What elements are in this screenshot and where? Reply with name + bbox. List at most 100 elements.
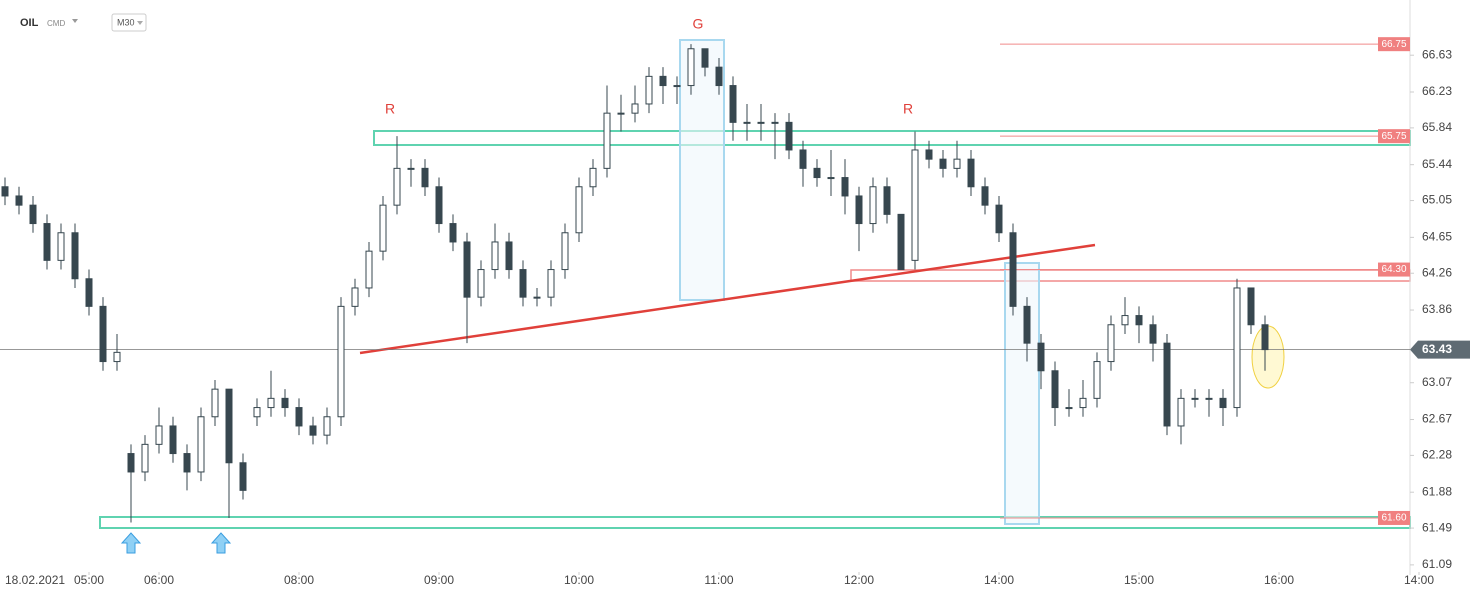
candle-body (1093, 361, 1101, 399)
level-label: 65.75 (1381, 131, 1406, 142)
candle-body (981, 186, 989, 206)
candle-body (827, 177, 835, 180)
candle-body (869, 186, 877, 225)
candle-body (43, 223, 51, 261)
candle-body (281, 397, 289, 409)
candle-body (477, 269, 485, 298)
candle-body (1177, 397, 1185, 427)
x-tick-label: 15:00 (1124, 573, 1154, 587)
trend-line (359, 243, 1096, 355)
candle-body (85, 278, 93, 307)
candle-body (925, 149, 933, 160)
candle-body (1009, 232, 1017, 307)
x-tick-label: 14:00 (984, 573, 1014, 587)
candle-body (589, 167, 597, 188)
candle-body (1107, 324, 1115, 363)
candle-body (911, 149, 919, 261)
candle-body (407, 167, 415, 170)
candle-body (575, 186, 583, 234)
candle-body (351, 287, 359, 307)
market: CMD (47, 19, 65, 28)
candle-body (757, 121, 765, 124)
candle-body (1247, 287, 1255, 326)
candle-body (1065, 407, 1073, 410)
candle-body (225, 388, 233, 464)
candle-body (1219, 397, 1227, 409)
candle-body (365, 250, 373, 289)
candle-body (785, 121, 793, 151)
candle-body (855, 195, 863, 225)
candle-body (435, 186, 443, 225)
level-label: 64.30 (1381, 264, 1406, 275)
y-tick-label: 64.65 (1422, 230, 1452, 244)
y-tick-label: 62.28 (1422, 448, 1452, 462)
candle-body (841, 177, 849, 197)
candle-body (1079, 397, 1087, 409)
candle-body (15, 195, 23, 206)
candle-body (1191, 397, 1199, 400)
y-tick-label: 61.09 (1422, 557, 1452, 571)
candle-body (29, 204, 37, 225)
level-label: 61.60 (1381, 513, 1406, 524)
resistance-zone (373, 130, 1411, 146)
x-tick-label: 10:00 (564, 573, 594, 587)
x-tick-label: 11:00 (704, 573, 733, 587)
candle-body (1037, 342, 1045, 372)
candle-body (673, 85, 681, 88)
candle-body (1163, 342, 1171, 427)
x-tick-label: 08:00 (284, 573, 314, 587)
level-label: 66.75 (1381, 39, 1406, 50)
candle-body (337, 305, 345, 418)
annotation: G (693, 16, 704, 32)
y-tick-label: 66.63 (1422, 47, 1452, 61)
y-tick-label: 64.26 (1422, 265, 1452, 279)
timeframe-caret (137, 21, 143, 25)
level-label-box (1378, 37, 1410, 52)
annotation: R (903, 101, 913, 117)
candle-body (645, 75, 653, 105)
candle-body (939, 158, 947, 169)
candle-body (771, 121, 779, 124)
candle-body (1261, 324, 1269, 351)
annotation: R (385, 101, 395, 117)
candle-body (211, 388, 219, 418)
candle-body (547, 269, 555, 298)
y-tick-label: 65.84 (1422, 120, 1452, 134)
candle-body (1149, 324, 1157, 344)
timeframe-button[interactable] (111, 13, 147, 32)
last-price-label: 63.43 (1422, 342, 1452, 356)
candle-body (197, 416, 205, 473)
candle-body (883, 186, 891, 215)
x-tick-label: 05:00 (74, 573, 104, 587)
candle-body (715, 66, 723, 87)
candle-body (71, 232, 79, 280)
candle-body (113, 351, 121, 363)
candle-body (813, 167, 821, 179)
last-price-box (1410, 340, 1470, 359)
level-label-box (1378, 262, 1410, 277)
candle-body (491, 241, 499, 271)
candle-body (127, 453, 135, 473)
support-zone (99, 516, 1411, 529)
x-tick-label: 14:00 (1404, 573, 1434, 587)
candle-body (519, 269, 527, 298)
candle-body (169, 425, 177, 455)
dropdown-icon[interactable] (72, 19, 78, 23)
timeframe[interactable]: M30 (117, 17, 135, 27)
candle-body (1205, 397, 1213, 400)
x-tick-label: 06:00 (144, 573, 174, 587)
candle-body (1135, 315, 1143, 326)
candle-body (267, 397, 275, 409)
candle-body (687, 48, 695, 87)
y-tick-label: 61.88 (1422, 484, 1452, 498)
y-tick-label: 65.05 (1422, 193, 1452, 207)
x-tick-label: 09:00 (424, 573, 454, 587)
candle-body (1023, 305, 1031, 344)
candle-body (659, 75, 667, 87)
candle-body (393, 167, 401, 206)
candle-body (57, 232, 65, 261)
candle-body (141, 443, 149, 473)
candle-body (155, 425, 163, 445)
